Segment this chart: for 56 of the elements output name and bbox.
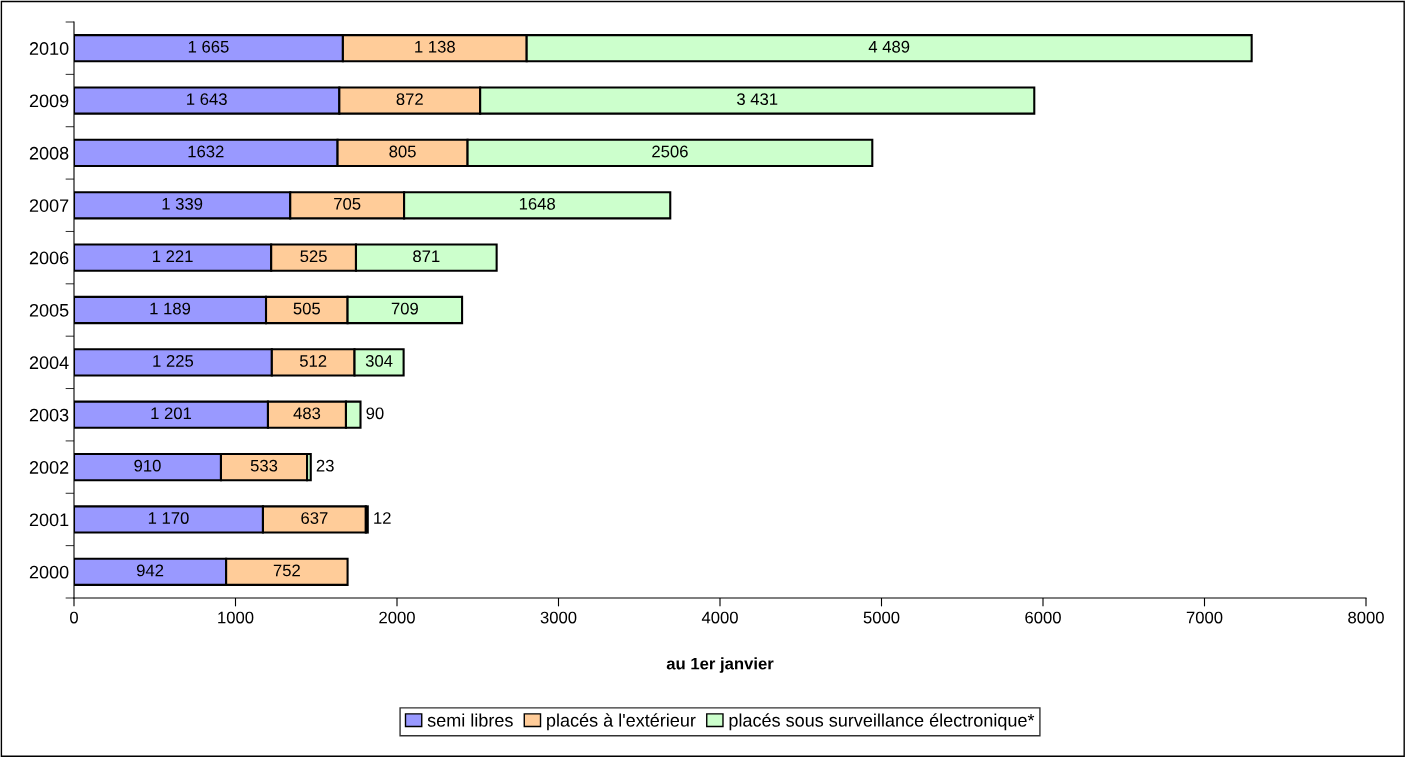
data-label: 637 bbox=[301, 512, 328, 524]
data-label: 483 bbox=[293, 407, 321, 420]
y-tick-label: 2003 bbox=[29, 408, 69, 422]
x-tick-label: 6000 bbox=[1025, 611, 1061, 624]
data-label: 1 221 bbox=[153, 250, 193, 262]
data-label: 1 225 bbox=[153, 355, 194, 367]
data-label: 1648 bbox=[519, 197, 555, 210]
x-tick-label: 8000 bbox=[1348, 611, 1384, 624]
data-label: 2506 bbox=[652, 145, 688, 158]
y-tick-label: 2001 bbox=[29, 513, 69, 527]
data-label: 512 bbox=[299, 355, 327, 367]
data-label: 709 bbox=[391, 302, 418, 315]
y-tick-label: 2006 bbox=[29, 251, 69, 265]
data-label: 4 489 bbox=[868, 40, 910, 53]
y-tick-label: 2010 bbox=[29, 42, 69, 55]
x-tick-label: 2000 bbox=[379, 611, 415, 624]
legend-label: placés à l'extérieur bbox=[547, 713, 696, 731]
data-label: 304 bbox=[365, 355, 393, 367]
data-label: 705 bbox=[334, 197, 361, 210]
data-label: 1 643 bbox=[187, 93, 227, 106]
x-tick-label: 5000 bbox=[863, 611, 900, 624]
legend-label: placés sous surveillance électronique* bbox=[729, 713, 1035, 731]
data-label: 505 bbox=[293, 302, 321, 315]
data-label: 1632 bbox=[188, 145, 224, 158]
legend-label: semi libres bbox=[427, 713, 513, 727]
data-label: 1 665 bbox=[188, 40, 229, 53]
data-label: 1 189 bbox=[150, 302, 191, 315]
x-tick-label: 1000 bbox=[218, 611, 254, 624]
data-label: 872 bbox=[396, 93, 423, 106]
x-axis-title: au 1er janvier bbox=[666, 657, 774, 673]
y-tick-label: 2005 bbox=[29, 303, 69, 317]
data-label: 1 170 bbox=[148, 512, 189, 524]
data-label: 3 431 bbox=[737, 93, 778, 106]
y-tick-label: 2002 bbox=[29, 461, 69, 474]
data-label: 1 339 bbox=[162, 197, 203, 210]
data-label: 12 bbox=[374, 512, 391, 524]
data-label: 942 bbox=[136, 564, 164, 577]
y-tick-label: 2004 bbox=[29, 356, 69, 370]
y-tick-label: 2007 bbox=[29, 199, 69, 212]
data-label: 910 bbox=[134, 459, 161, 472]
data-label: 23 bbox=[316, 459, 334, 472]
data-label: 752 bbox=[273, 564, 300, 577]
y-tick-label: 2009 bbox=[29, 94, 69, 108]
x-tick-label: 4000 bbox=[701, 611, 738, 624]
y-tick-label: 2008 bbox=[29, 146, 69, 160]
x-tick-label: 3000 bbox=[540, 611, 577, 624]
data-label: 871 bbox=[413, 250, 440, 263]
x-tick-label: 0 bbox=[70, 611, 78, 624]
x-tick-label: 7000 bbox=[1186, 611, 1223, 624]
y-tick-label: 2000 bbox=[29, 565, 69, 579]
data-label: 1 201 bbox=[151, 407, 192, 420]
data-label: 1 138 bbox=[415, 40, 455, 53]
data-label: 525 bbox=[300, 250, 327, 263]
data-label: 533 bbox=[250, 459, 278, 472]
data-label: 805 bbox=[389, 145, 416, 158]
data-label: 90 bbox=[366, 407, 384, 420]
